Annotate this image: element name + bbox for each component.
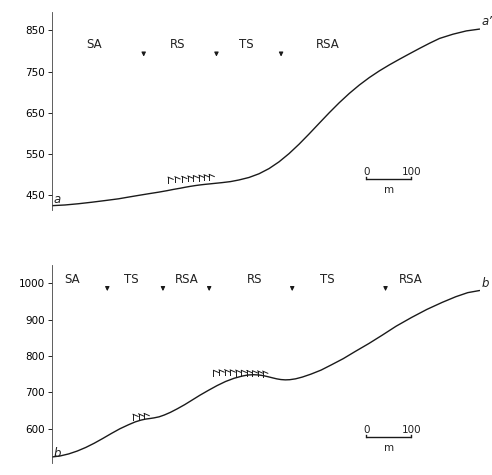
Text: SA: SA [64, 273, 80, 286]
Text: m: m [384, 185, 394, 195]
Text: 100: 100 [401, 167, 421, 177]
Text: RS: RS [247, 273, 263, 286]
Text: 0: 0 [363, 425, 369, 435]
Text: 0: 0 [363, 167, 369, 177]
Text: RS: RS [170, 38, 185, 51]
Text: 100: 100 [401, 425, 421, 435]
Text: RSA: RSA [400, 273, 423, 286]
Text: TS: TS [320, 273, 335, 286]
Text: SA: SA [87, 38, 102, 51]
Text: a: a [54, 193, 61, 206]
Text: a’: a’ [482, 15, 492, 28]
Text: b: b [54, 446, 62, 459]
Text: RSA: RSA [316, 38, 339, 51]
Text: b: b [482, 276, 490, 289]
Text: m: m [384, 443, 394, 453]
Text: RSA: RSA [175, 273, 198, 286]
Text: TS: TS [239, 38, 254, 51]
Text: TS: TS [123, 273, 138, 286]
